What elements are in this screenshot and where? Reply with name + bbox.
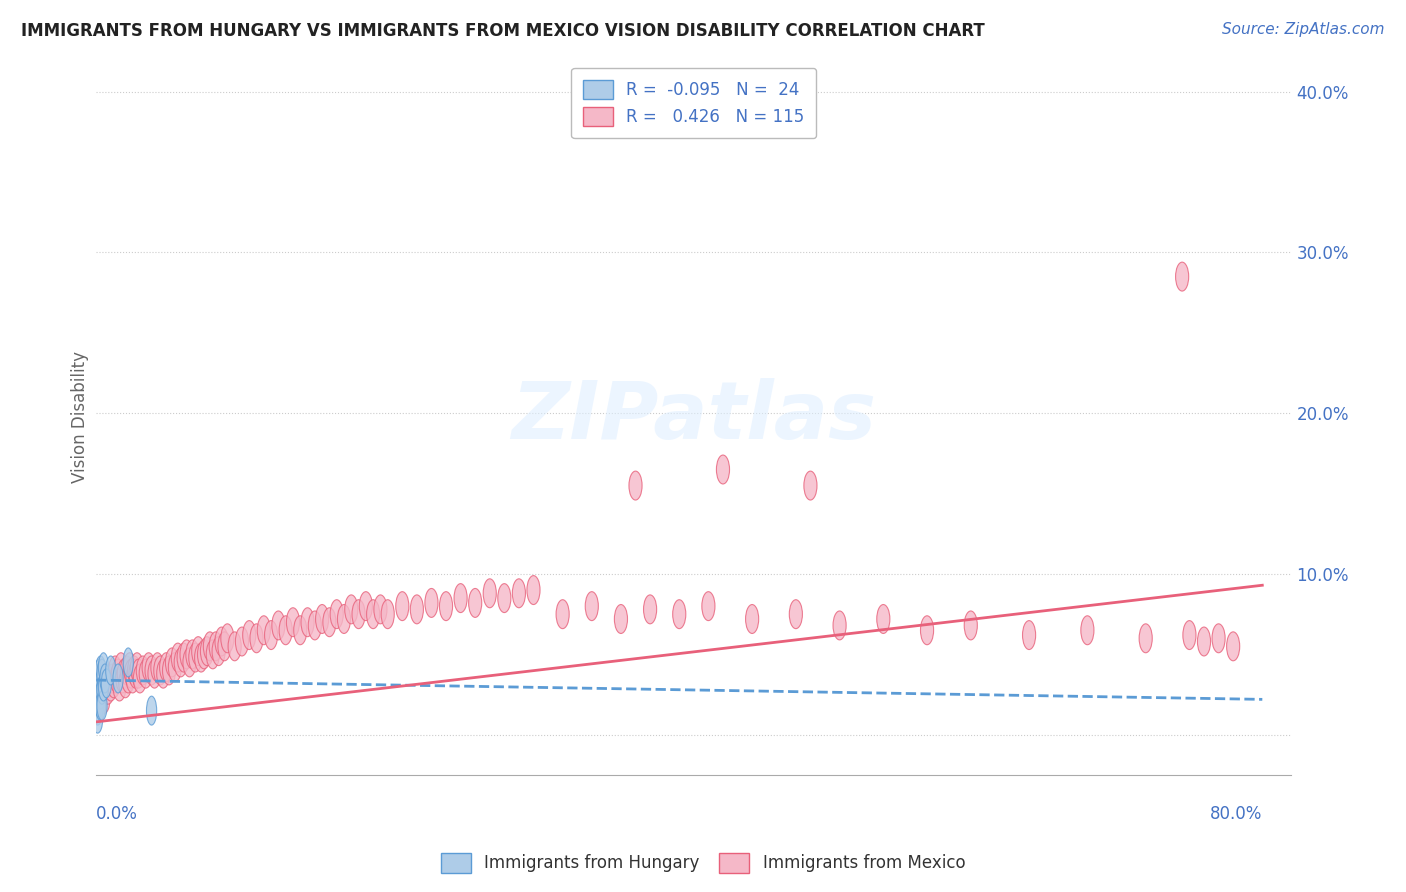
Y-axis label: Vision Disability: Vision Disability bbox=[72, 351, 89, 483]
Text: IMMIGRANTS FROM HUNGARY VS IMMIGRANTS FROM MEXICO VISION DISABILITY CORRELATION : IMMIGRANTS FROM HUNGARY VS IMMIGRANTS FR… bbox=[21, 22, 984, 40]
Text: 0.0%: 0.0% bbox=[96, 805, 138, 823]
Legend: R =  -0.095   N =  24, R =   0.426   N = 115: R = -0.095 N = 24, R = 0.426 N = 115 bbox=[571, 68, 817, 138]
Text: ZIPatlas: ZIPatlas bbox=[512, 378, 876, 457]
Legend: Immigrants from Hungary, Immigrants from Mexico: Immigrants from Hungary, Immigrants from… bbox=[434, 847, 972, 880]
Text: Source: ZipAtlas.com: Source: ZipAtlas.com bbox=[1222, 22, 1385, 37]
Text: 80.0%: 80.0% bbox=[1211, 805, 1263, 823]
